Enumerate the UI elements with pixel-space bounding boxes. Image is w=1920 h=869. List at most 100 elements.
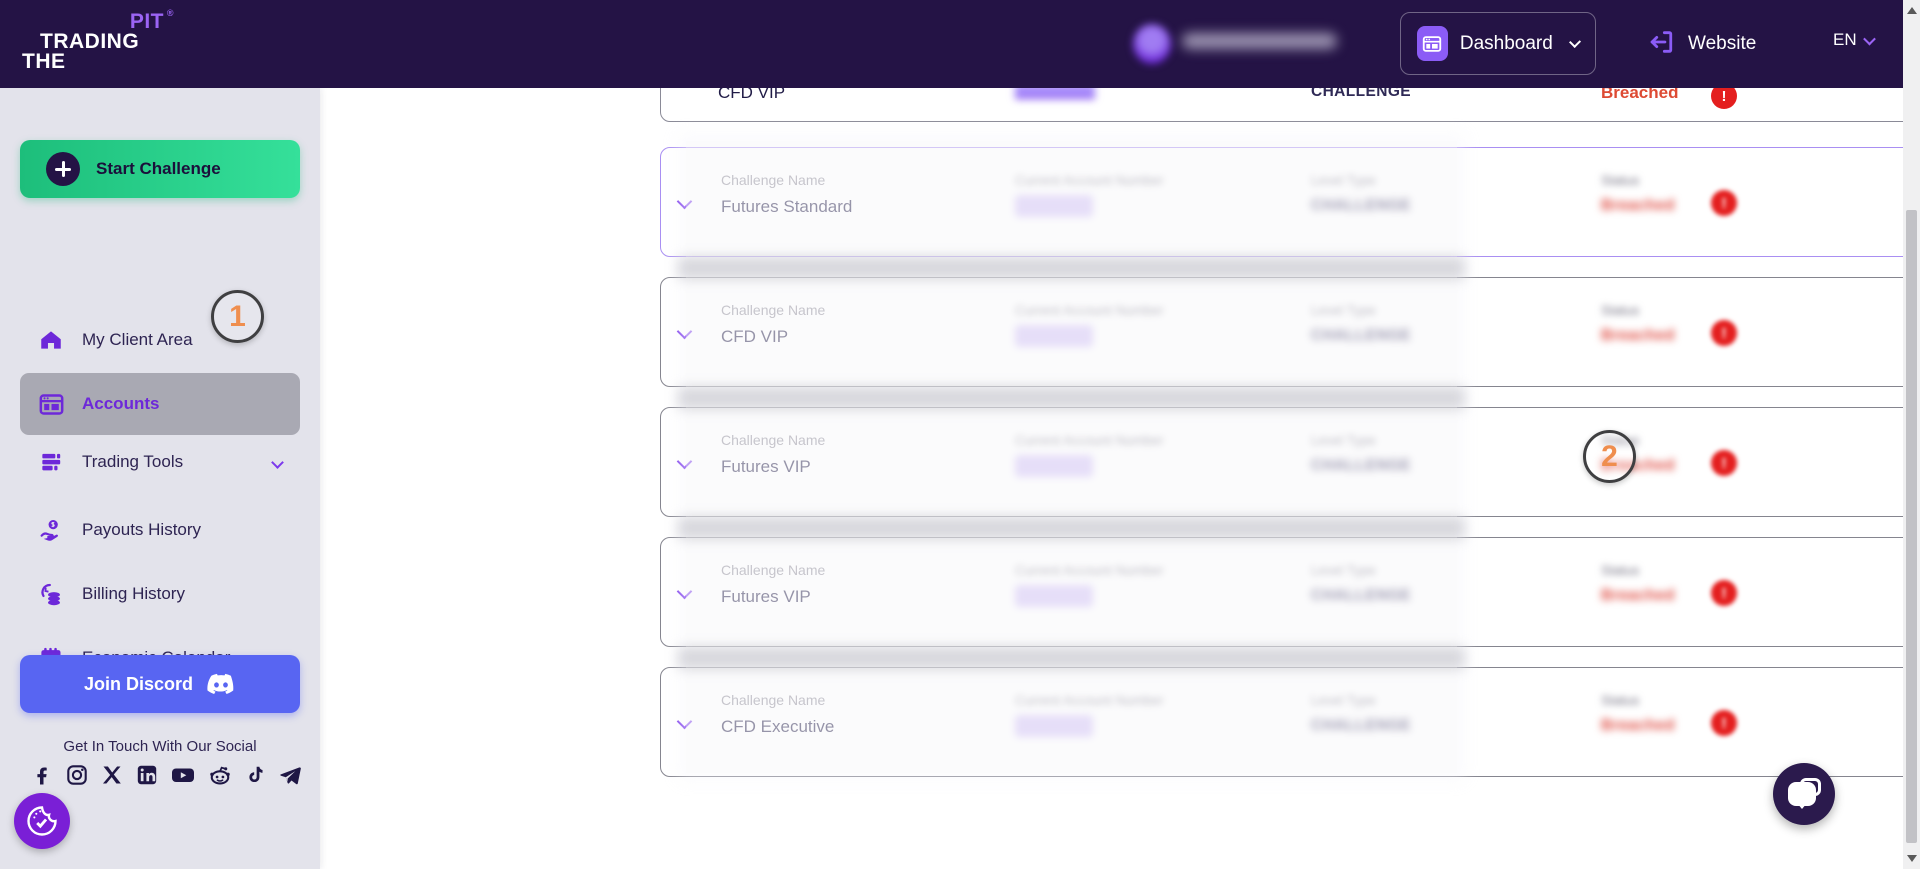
account-number-link-blurred[interactable] [1015,455,1093,477]
website-label: Website [1688,33,1757,54]
dashboard-icon [1417,26,1448,61]
status-label: Status [1601,303,1640,318]
logo-pit: PIT [129,10,164,33]
sidebar-item-label: Trading Tools [82,452,184,471]
instagram-icon[interactable] [65,762,89,788]
reddit-icon[interactable] [207,762,233,788]
sidebar-item-accounts[interactable]: Accounts [20,373,300,435]
sidebar: Start Challenge My Client Area Accounts … [0,88,320,869]
account-number-link-blurred[interactable] [1015,325,1093,347]
logo-trading: TRADING [40,30,140,53]
annotation-number: 2 [1601,439,1618,473]
level-type-value: CHALLENGE [1311,197,1412,214]
account-number-label: Current Account Number [1015,433,1164,448]
tiktok-icon[interactable] [244,762,266,788]
status-label: Status [1601,693,1640,708]
scrollbar-thumb[interactable] [1906,210,1917,843]
billing-coins-icon [38,581,64,607]
status-value: Breached [1601,197,1675,214]
expand-chevron-icon[interactable] [676,453,693,470]
sidebar-item-billing-history[interactable]: Billing History [20,570,300,618]
breached-alert-icon [1711,580,1737,606]
logo-the: THE [22,50,66,73]
main-content: CFD VIP CHALLENGE Breached Challenge Nam… [320,0,1920,869]
chevron-down-icon [1568,36,1581,49]
sidebar-item-trading-tools[interactable]: Trading Tools [20,438,300,486]
scroll-down-arrow-icon[interactable] [1906,855,1917,862]
sidebar-item-label: Billing History [82,584,185,603]
status-label: Status [1601,563,1640,578]
trading-pit-logo[interactable]: PIT ® TRADING THE [22,8,182,82]
account-number-label: Current Account Number [1015,303,1164,318]
chevron-down-icon [271,455,284,469]
home-icon [38,327,64,353]
account-number-link-blurred[interactable] [1015,195,1093,217]
scroll-up-arrow-icon[interactable] [1906,7,1917,14]
challenge-name-value: CFD VIP [721,327,789,346]
level-type-label: Level Type [1311,563,1377,578]
level-type-value: CHALLENGE [1311,327,1412,344]
account-number-label: Current Account Number [1015,563,1164,578]
x-twitter-icon[interactable] [100,762,124,788]
challenge-name-value: Futures VIP [721,457,811,476]
breached-alert-icon [1711,320,1737,346]
social-links [30,761,301,789]
challenge-name-value: CFD Executive [721,717,835,736]
level-type-value: CHALLENGE [1311,457,1412,474]
challenge-card: Challenge Name CFD VIP Current Account N… [660,277,1920,387]
level-type-label: Level Type [1311,433,1377,448]
annotation-number: 1 [229,299,246,333]
exit-arrow-icon [1648,28,1676,61]
facebook-icon[interactable] [30,762,54,788]
linkedin-icon[interactable] [135,762,159,788]
challenge-name-value: Futures VIP [721,587,811,606]
join-discord-button[interactable]: Join Discord [20,655,300,713]
account-number-link-blurred[interactable] [1015,715,1093,737]
live-chat-button[interactable] [1773,763,1835,825]
sidebar-item-payouts-history[interactable]: Payouts History [20,506,300,554]
challenge-card: Challenge Name Futures VIP Current Accou… [660,407,1920,517]
challenge-name-value: Futures Standard [721,197,853,216]
youtube-icon[interactable] [170,762,196,788]
status-label: Status [1601,173,1640,188]
user-name-blurred [1182,33,1337,49]
sidebar-item-label: Payouts History [82,520,202,539]
plus-icon [46,152,80,186]
dashboard-dropdown-button[interactable]: Dashboard [1400,12,1596,75]
language-label: EN [1833,30,1857,49]
challenge-name-label: Challenge Name [721,692,826,708]
language-selector[interactable]: EN [1833,30,1876,50]
challenge-name-label: Challenge Name [721,302,826,318]
chevron-down-icon [1862,32,1876,45]
social-heading: Get In Touch With Our Social [63,738,257,755]
level-type-label: Level Type [1311,173,1377,188]
telegram-icon[interactable] [277,762,303,788]
trading-bars-icon [38,449,64,475]
cookie-icon [27,806,57,836]
account-number-link-blurred[interactable] [1015,585,1093,607]
expand-chevron-icon[interactable] [676,323,693,340]
breached-alert-icon [1711,710,1737,736]
challenge-card: Challenge Name CFD Executive Current Acc… [660,667,1920,777]
level-type-label: Level Type [1311,303,1377,318]
challenge-card: Challenge Name Futures VIP Current Accou… [660,537,1920,647]
cookie-consent-badge[interactable] [14,793,70,849]
level-type-label: Level Type [1311,693,1377,708]
expand-chevron-icon[interactable] [676,193,693,210]
expand-chevron-icon[interactable] [676,713,693,730]
discord-icon [206,673,236,695]
level-type-value: CHALLENGE [1311,717,1412,734]
expand-chevron-icon[interactable] [676,583,693,600]
challenge-card: Challenge Name Futures Standard Current … [660,147,1920,257]
chat-bubble-icon [1788,782,1816,809]
top-navbar: PIT ® TRADING THE Dashboard Website EN [0,0,1903,88]
avatar[interactable] [1133,24,1171,64]
status-value: Breached [1601,717,1675,734]
website-link[interactable]: Website [1648,26,1756,62]
sidebar-item-my-client-area[interactable]: My Client Area [20,316,300,364]
annotation-step-1: 1 [211,290,264,343]
vertical-scrollbar[interactable] [1903,0,1920,869]
start-challenge-button[interactable]: Start Challenge [20,140,300,198]
payout-hand-icon [38,517,64,543]
